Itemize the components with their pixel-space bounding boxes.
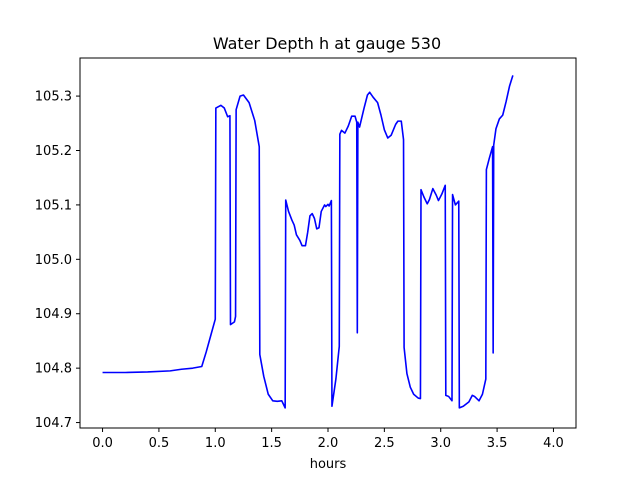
x-tick-label: 0.0: [92, 436, 113, 451]
axes-frame: [79, 57, 577, 429]
x-tick-label: 3.0: [430, 436, 451, 451]
x-tick-label: 4.0: [543, 436, 564, 451]
y-axis: 104.7 104.8 104.9 105.0 105.1 105.2 105.3: [35, 90, 80, 431]
y-tick-label: 105.3: [35, 90, 72, 105]
y-tick-label: 104.7: [35, 416, 72, 431]
x-axis: 0.0 0.5 1.0 1.5 2.0 2.5 3.0 3.5 4.0: [92, 428, 564, 451]
x-tick-label: 2.0: [318, 436, 339, 451]
y-tick-label: 105.2: [35, 144, 72, 159]
x-tick-label: 1.5: [261, 436, 282, 451]
x-tick-label: 0.5: [149, 436, 170, 451]
y-tick-label: 104.8: [35, 362, 72, 377]
x-tick-label: 1.0: [205, 436, 226, 451]
plot-area: [102, 75, 514, 409]
y-tick-label: 105.0: [35, 253, 72, 268]
y-tick-label: 105.1: [35, 198, 72, 213]
chart-title: Water Depth h at gauge 530: [213, 34, 441, 53]
y-tick-label: 104.9: [35, 307, 72, 322]
x-tick-label: 3.5: [487, 436, 508, 451]
x-tick-label: 2.5: [374, 436, 395, 451]
x-axis-label: hours: [310, 457, 347, 472]
series-line-0: [102, 75, 514, 409]
